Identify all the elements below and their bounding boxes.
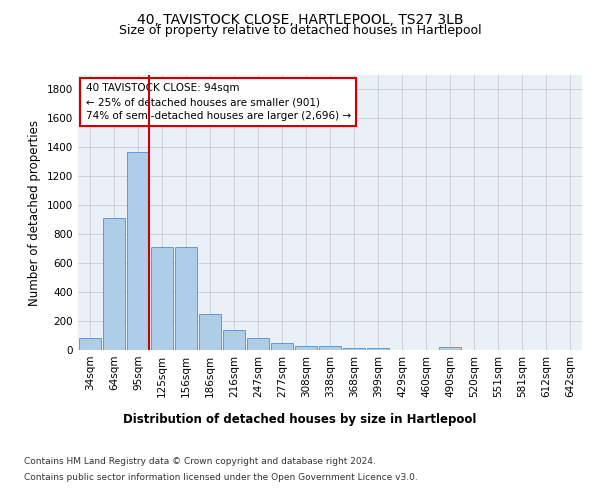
Bar xyxy=(247,338,269,350)
Text: Size of property relative to detached houses in Hartlepool: Size of property relative to detached ho… xyxy=(119,24,481,37)
Text: 40 TAVISTOCK CLOSE: 94sqm
← 25% of detached houses are smaller (901)
74% of semi: 40 TAVISTOCK CLOSE: 94sqm ← 25% of detac… xyxy=(86,83,350,121)
Text: Contains public sector information licensed under the Open Government Licence v3: Contains public sector information licen… xyxy=(24,472,418,482)
Bar xyxy=(367,348,389,350)
Bar xyxy=(439,347,461,350)
Text: 40, TAVISTOCK CLOSE, HARTLEPOOL, TS27 3LB: 40, TAVISTOCK CLOSE, HARTLEPOOL, TS27 3L… xyxy=(137,12,463,26)
Bar xyxy=(103,218,125,350)
Bar xyxy=(223,330,245,350)
Bar xyxy=(175,246,197,350)
Text: Distribution of detached houses by size in Hartlepool: Distribution of detached houses by size … xyxy=(124,412,476,426)
Bar xyxy=(271,343,293,350)
Bar xyxy=(343,348,365,350)
Bar xyxy=(319,346,341,350)
Text: Contains HM Land Registry data © Crown copyright and database right 2024.: Contains HM Land Registry data © Crown c… xyxy=(24,458,376,466)
Bar xyxy=(127,152,149,350)
Bar xyxy=(295,346,317,350)
Bar xyxy=(79,338,101,350)
Bar xyxy=(151,246,173,350)
Y-axis label: Number of detached properties: Number of detached properties xyxy=(28,120,41,306)
Bar xyxy=(199,314,221,350)
